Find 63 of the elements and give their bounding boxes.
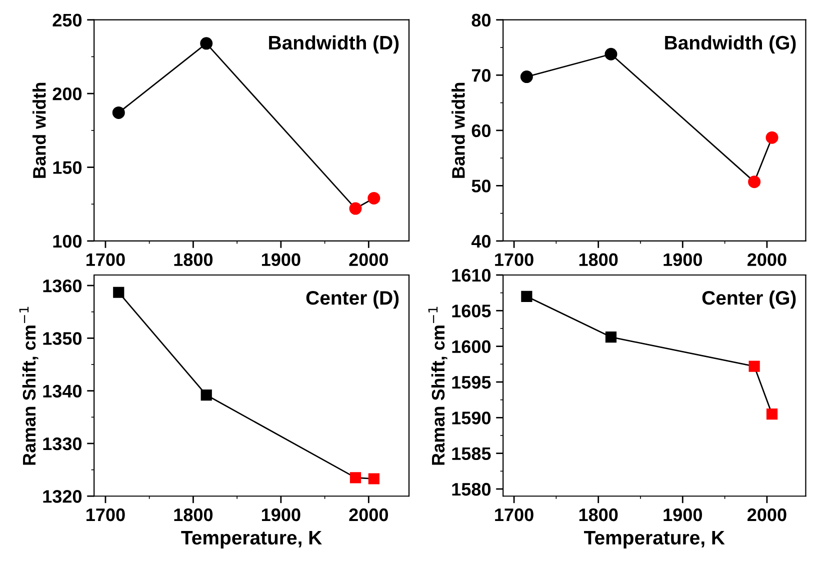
x-tick-label: 1800 (579, 253, 618, 266)
text: Bandwidth (D) (269, 35, 399, 54)
x-tick-label: 2000 (349, 253, 388, 266)
x-tick-label: 1800 (174, 508, 213, 522)
y-axis-title: Raman Shift, cm$^{−1}$ (19, 306, 38, 465)
point (368, 473, 380, 484)
text: Center (D) (306, 290, 399, 309)
y-tick-label: 1350 (43, 332, 82, 345)
point (113, 286, 124, 298)
y-tick-label: 1340 (43, 384, 82, 398)
x-tick-label: 2000 (747, 508, 786, 522)
y-tick-label: 250 (52, 14, 82, 27)
y-tick-label: 150 (53, 161, 82, 174)
x-tick-label: 2000 (349, 508, 388, 522)
y-tick-label: 40 (471, 234, 491, 248)
point (200, 389, 212, 401)
y-tick-label: 1595 (452, 376, 491, 389)
y-tick-label: 1580 (452, 482, 491, 496)
y-tick-label: 60 (472, 124, 491, 138)
x-tick-label: 2000 (747, 253, 786, 266)
y-tick-label: 1360 (43, 279, 82, 292)
text: Center (G) (702, 290, 796, 309)
point (605, 332, 617, 343)
y-axis-title: Raman Shift, cm$^{−1}$ (428, 306, 448, 465)
y-tick-label: 100 (53, 234, 82, 248)
x-tick-label: 1900 (262, 508, 300, 522)
x-tick-label: 1900 (664, 253, 702, 266)
point (766, 131, 778, 144)
x-tick-label: 1700 (495, 508, 534, 522)
y-tick-label: 50 (472, 180, 491, 192)
y-axis-title: Band width (32, 82, 46, 178)
y-tick-label: 1330 (43, 437, 82, 450)
x-tick-label: 1800 (174, 253, 213, 266)
x-tick-label: 1700 (495, 253, 534, 266)
point (520, 70, 533, 84)
y-axis-title: Band width (452, 82, 465, 178)
x-tick-label: 1700 (86, 508, 125, 522)
point (349, 202, 362, 215)
y-tick-label: 70 (472, 69, 491, 82)
y-tick-label: 1590 (452, 412, 491, 424)
point (200, 37, 213, 50)
y-tick-label: 1610 (452, 268, 491, 282)
x-tick-label: 1700 (86, 253, 125, 266)
point (350, 472, 362, 484)
x-tick-label: 1900 (262, 253, 300, 266)
x-axis-title: Temperature, K (584, 531, 725, 548)
y-tick-label: 80 (472, 14, 491, 27)
point (521, 290, 532, 302)
point (748, 176, 761, 188)
text: Bandwidth (G) (665, 35, 796, 54)
x-tick-label: 1800 (579, 508, 618, 522)
y-tick-label: 1600 (452, 340, 491, 354)
point (748, 360, 760, 372)
y-tick-label: 1605 (452, 304, 491, 318)
point (604, 48, 618, 60)
y-tick-label: 200 (52, 87, 82, 100)
point (766, 408, 778, 420)
x-tick-label: 1900 (664, 508, 702, 522)
x-axis-title: Temperature, K (181, 531, 322, 548)
y-tick-label: 1320 (43, 490, 82, 503)
point (368, 192, 380, 204)
y-tick-label: 1585 (452, 447, 491, 460)
point (112, 106, 125, 119)
